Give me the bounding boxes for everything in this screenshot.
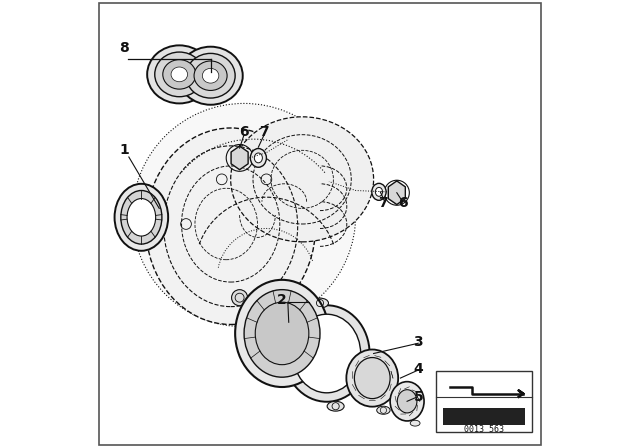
Polygon shape [388, 181, 405, 205]
Polygon shape [231, 146, 248, 170]
Bar [443, 408, 525, 425]
Text: 1: 1 [120, 143, 129, 157]
Text: 2: 2 [277, 293, 287, 307]
Ellipse shape [179, 47, 243, 105]
Ellipse shape [244, 290, 320, 377]
Ellipse shape [235, 280, 329, 387]
Ellipse shape [376, 187, 383, 196]
Text: 7: 7 [259, 125, 269, 139]
Text: 3: 3 [413, 336, 423, 349]
Ellipse shape [155, 52, 204, 97]
Ellipse shape [312, 298, 328, 308]
Ellipse shape [194, 61, 227, 90]
Ellipse shape [346, 349, 398, 407]
Ellipse shape [372, 183, 386, 200]
Ellipse shape [284, 305, 369, 402]
Ellipse shape [250, 149, 266, 167]
Ellipse shape [410, 420, 420, 426]
Text: 7: 7 [379, 196, 388, 210]
Ellipse shape [390, 382, 424, 421]
Ellipse shape [146, 128, 316, 324]
Text: 0013 563: 0013 563 [465, 425, 504, 434]
Ellipse shape [397, 390, 417, 413]
Ellipse shape [254, 153, 262, 163]
Ellipse shape [115, 184, 168, 251]
Ellipse shape [355, 358, 390, 399]
Ellipse shape [292, 314, 361, 393]
Ellipse shape [127, 198, 156, 236]
Text: 6: 6 [239, 125, 249, 139]
Bar [436, 371, 532, 432]
Ellipse shape [255, 302, 309, 365]
Ellipse shape [202, 69, 219, 83]
Text: 8: 8 [120, 41, 129, 55]
Ellipse shape [230, 117, 374, 242]
Text: 5: 5 [413, 390, 423, 404]
Ellipse shape [147, 45, 211, 103]
Ellipse shape [121, 190, 162, 244]
Text: 4: 4 [413, 362, 423, 376]
Text: 6: 6 [398, 196, 408, 210]
Ellipse shape [327, 401, 344, 411]
Ellipse shape [132, 103, 356, 327]
Ellipse shape [186, 53, 235, 98]
Ellipse shape [163, 60, 196, 89]
Ellipse shape [171, 67, 188, 82]
Ellipse shape [377, 406, 390, 414]
Circle shape [232, 290, 248, 306]
